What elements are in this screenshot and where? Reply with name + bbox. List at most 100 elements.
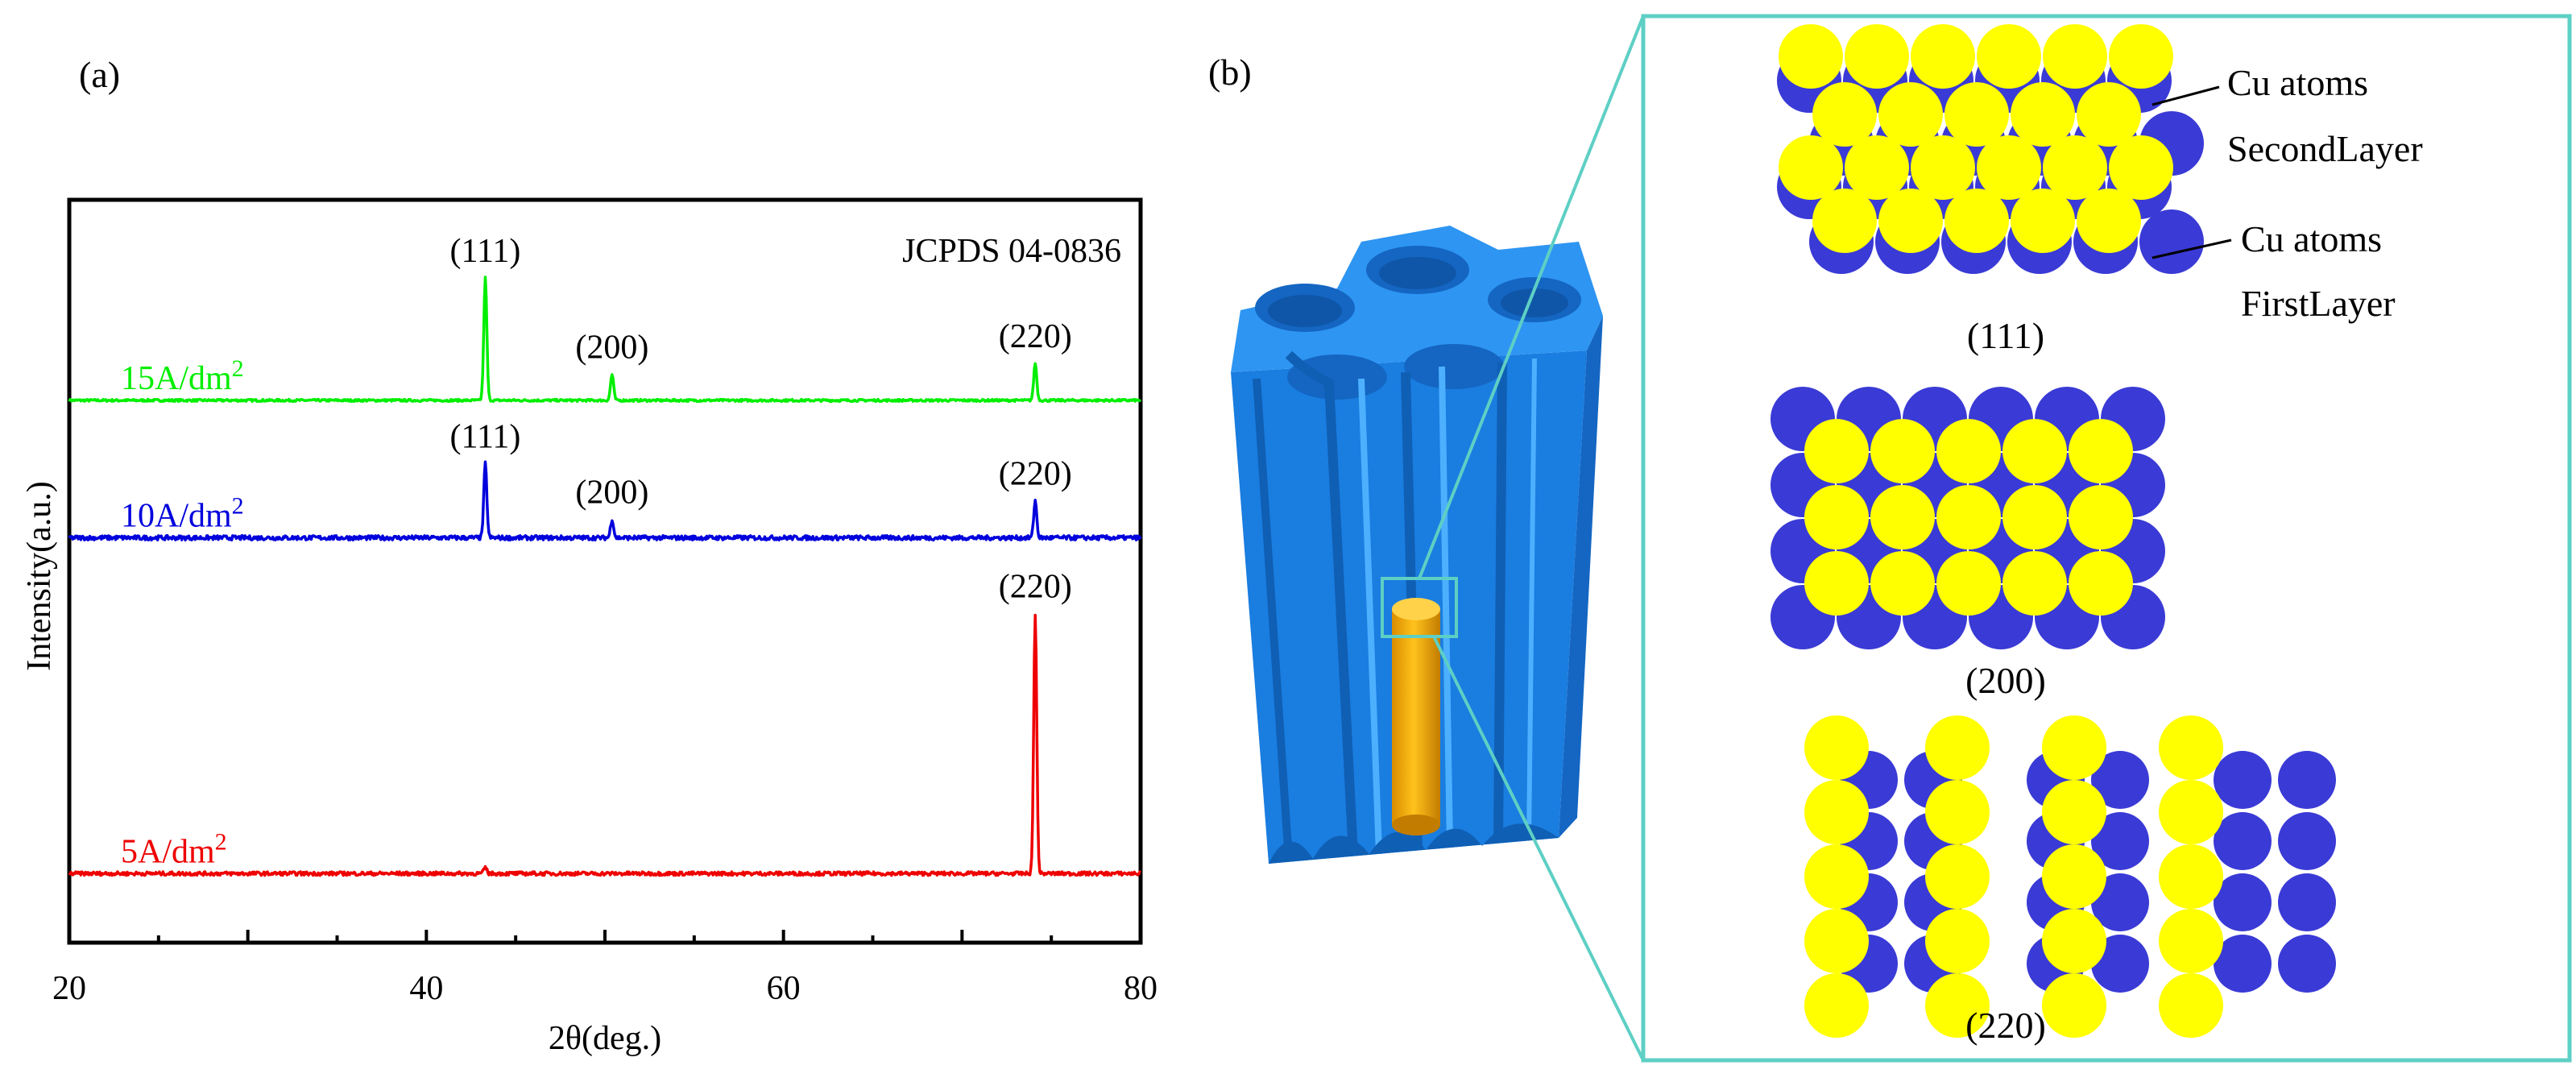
atom-second-layer bbox=[1804, 909, 1869, 973]
atom-second-layer bbox=[1779, 135, 1843, 200]
x-tick-label: 60 bbox=[767, 970, 801, 1007]
copper-nanowire bbox=[1392, 598, 1440, 835]
y-axis-label: Intensity(a.u.) bbox=[21, 481, 58, 671]
jcpds-annotation: JCPDS 04-0836 bbox=[902, 233, 1121, 270]
atom-second-layer bbox=[1925, 844, 1990, 909]
atom-second-layer bbox=[2043, 24, 2107, 89]
atom-second-layer bbox=[2069, 551, 2133, 616]
plane-label-111: (111) bbox=[1967, 315, 2044, 356]
series-line bbox=[68, 613, 1141, 877]
peak-label: (200) bbox=[575, 330, 648, 367]
atom-second-layer bbox=[1936, 419, 2001, 483]
atom-second-layer bbox=[1911, 135, 1975, 200]
atom-second-layer bbox=[2159, 780, 2223, 844]
atom-first-layer bbox=[2278, 751, 2336, 809]
atom-first-layer bbox=[2278, 873, 2336, 931]
atom-second-layer bbox=[1804, 780, 1869, 844]
atom-second-layer bbox=[2011, 189, 2075, 253]
second-layer-label-line2: SecondLayer bbox=[2227, 128, 2423, 169]
atom-second-layer bbox=[1804, 419, 1869, 483]
schematic-panel: (b) bbox=[1208, 14, 2572, 1063]
atom-first-layer bbox=[2214, 751, 2272, 809]
atom-second-layer bbox=[1911, 24, 1975, 89]
atom-second-layer bbox=[1870, 485, 1935, 549]
atom-second-layer bbox=[1804, 551, 1869, 616]
atom-second-layer bbox=[1804, 485, 1869, 549]
atom-second-layer bbox=[1878, 189, 1943, 253]
atom-second-layer bbox=[2042, 844, 2106, 909]
peak-label: (111) bbox=[450, 233, 521, 270]
atom-first-layer bbox=[2139, 209, 2204, 274]
atom-second-layer bbox=[1944, 189, 2009, 253]
atom-second-layer bbox=[2042, 715, 2106, 780]
x-tick-label: 80 bbox=[1124, 970, 1158, 1007]
atom-second-layer bbox=[1779, 24, 1843, 89]
peak-label: (220) bbox=[999, 569, 1072, 606]
second-layer-leader bbox=[2151, 85, 2220, 106]
atom-second-layer bbox=[2002, 551, 2067, 616]
series-label: 15A/dm2 bbox=[121, 355, 244, 397]
plane-label-220: (220) bbox=[1965, 1005, 2046, 1046]
peak-label: (220) bbox=[999, 318, 1072, 355]
atom-second-layer bbox=[2011, 82, 2075, 147]
atom-second-layer bbox=[1804, 715, 1869, 780]
atom-second-layer bbox=[2069, 485, 2133, 549]
atom-second-layer bbox=[1845, 24, 1909, 89]
atom-second-layer bbox=[1936, 551, 2001, 616]
x-tick-label: 20 bbox=[52, 970, 86, 1007]
atom-second-layer bbox=[1925, 715, 1990, 780]
first-layer-leader bbox=[2151, 238, 2232, 259]
peak-label: (200) bbox=[575, 474, 648, 511]
atom-second-layer bbox=[1804, 844, 1869, 909]
panel-a-label: (a) bbox=[79, 54, 120, 95]
atom-second-layer bbox=[2002, 419, 2067, 483]
atom-first-layer bbox=[2278, 812, 2336, 870]
atom-second-layer bbox=[2042, 909, 2106, 973]
panel-b-label: (b) bbox=[1208, 52, 1252, 93]
atom-first-layer bbox=[2091, 873, 2149, 931]
atom-first-layer bbox=[2091, 812, 2149, 870]
atom-second-layer bbox=[2043, 135, 2107, 200]
atom-lattices bbox=[1770, 24, 2336, 1038]
series-labels: 15A/dm2 10A/dm2 5A/dm2 bbox=[121, 355, 244, 870]
x-tick-label: 40 bbox=[409, 970, 443, 1007]
series-label: 10A/dm2 bbox=[121, 493, 244, 535]
zoom-frame bbox=[1641, 14, 2572, 1063]
series-line bbox=[68, 276, 1142, 404]
atom-second-layer bbox=[1944, 82, 2009, 147]
first-layer-label-line1: Cu atoms bbox=[2241, 218, 2382, 259]
atom-second-layer bbox=[1870, 551, 1935, 616]
peak-labels: (111) (200) (220) (111) (200) (220) (220) bbox=[450, 233, 1072, 606]
atom-first-layer bbox=[2278, 935, 2336, 993]
atom-second-layer bbox=[2109, 135, 2173, 200]
atom-second-layer bbox=[1936, 485, 2001, 549]
atom-second-layer bbox=[1977, 135, 2041, 200]
atom-second-layer bbox=[2159, 909, 2223, 973]
xrd-chart: (a) 20 40 60 80 2θ(deg.) Intensity(a.u.) JC… bbox=[21, 54, 1158, 1057]
zoom-indicator bbox=[1381, 14, 2572, 1063]
atom-first-layer bbox=[2214, 812, 2272, 870]
atom-second-layer bbox=[1878, 82, 1943, 147]
series-label: 5A/dm2 bbox=[121, 828, 227, 870]
atom-second-layer bbox=[2159, 844, 2223, 909]
x-axis-label: 2θ(deg.) bbox=[549, 1020, 661, 1057]
plane-label-200: (200) bbox=[1965, 660, 2046, 701]
atom-second-layer bbox=[1812, 82, 1877, 147]
atom-second-layer bbox=[2042, 780, 2106, 844]
atom-second-layer bbox=[2159, 715, 2223, 780]
atom-second-layer bbox=[2077, 189, 2141, 253]
atom-second-layer bbox=[1925, 780, 1990, 844]
plot-frame bbox=[67, 197, 1143, 945]
x-axis-ticks bbox=[68, 930, 1142, 943]
atom-second-layer bbox=[2002, 485, 2067, 549]
atom-first-layer bbox=[2091, 751, 2149, 809]
atom-first-layer bbox=[2214, 935, 2272, 993]
atom-first-layer bbox=[2091, 935, 2149, 993]
atom-second-layer bbox=[2069, 419, 2133, 483]
atom-second-layer bbox=[1812, 189, 1877, 253]
atom-first-layer bbox=[2214, 873, 2272, 931]
atom-second-layer bbox=[2077, 82, 2141, 147]
atom-second-layer bbox=[2042, 973, 2106, 1038]
atom-second-layer bbox=[1925, 973, 1990, 1038]
peak-label: (220) bbox=[999, 455, 1072, 492]
